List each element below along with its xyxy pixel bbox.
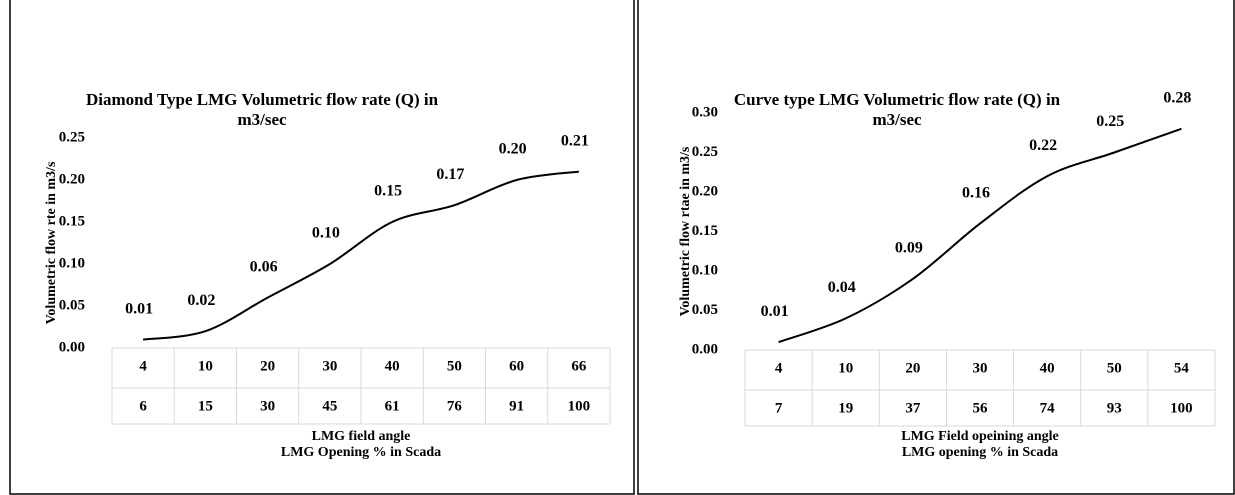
- data-label: 0.20: [499, 141, 527, 158]
- x-tick-label: 91: [509, 398, 524, 414]
- x-tick-label: 61: [385, 398, 400, 414]
- x-tick-label: 20: [905, 360, 920, 376]
- data-label: 0.01: [125, 300, 153, 317]
- chart-title: Diamond Type LMG Volumetric flow rate (Q…: [86, 90, 439, 109]
- y-tick-label: 0.15: [59, 213, 85, 229]
- data-label: 0.10: [312, 225, 340, 242]
- data-label: 0.28: [1163, 89, 1191, 106]
- y-axis-title: Volumetric flow rtae in m3/s: [678, 146, 693, 316]
- chart-title: Curve type LMG Volumetric flow rate (Q) …: [734, 90, 1061, 109]
- y-tick-label: 0.25: [59, 129, 85, 145]
- data-label: 0.02: [187, 292, 215, 309]
- data-label: 0.01: [761, 303, 789, 320]
- x-tick-label: 37: [905, 400, 921, 416]
- x-tick-label: 40: [385, 358, 400, 374]
- x-axis-title: LMG opening % in Scada: [902, 445, 1058, 460]
- y-tick-label: 0.10: [692, 262, 718, 278]
- x-axis-title: LMG Opening % in Scada: [281, 445, 441, 460]
- x-tick-label: 100: [1170, 400, 1193, 416]
- x-tick-label: 4: [775, 360, 783, 376]
- chart-title: m3/sec: [872, 110, 922, 129]
- y-tick-label: 0.00: [692, 341, 718, 357]
- x-tick-label: 93: [1107, 400, 1122, 416]
- data-label: 0.06: [250, 258, 278, 275]
- panel-border: [9, 0, 635, 495]
- y-tick-label: 0.00: [59, 339, 85, 355]
- x-axis-title: LMG field angle: [312, 429, 411, 444]
- x-tick-label: 50: [447, 358, 462, 374]
- data-label: 0.04: [828, 279, 856, 296]
- y-tick-label: 0.10: [59, 255, 85, 271]
- x-tick-label: 15: [198, 398, 213, 414]
- y-tick-label: 0.05: [692, 302, 718, 318]
- y-tick-label: 0.25: [692, 144, 718, 160]
- line: [142, 170, 580, 341]
- y-tick-label: 0.20: [692, 183, 718, 199]
- data-label: 0.15: [374, 183, 402, 200]
- data-label: 0.16: [962, 184, 990, 201]
- data-label: 0.25: [1096, 113, 1124, 130]
- x-tick-label: 76: [447, 398, 463, 414]
- y-tick-label: 0.05: [59, 297, 85, 313]
- x-tick-label: 7: [775, 400, 783, 416]
- chart-title: m3/sec: [237, 110, 287, 129]
- x-tick-label: 20: [260, 358, 275, 374]
- x-tick-label: 66: [571, 358, 587, 374]
- panel-border: [637, 0, 1235, 495]
- x-tick-label: 56: [973, 400, 989, 416]
- data-label: 0.21: [561, 132, 589, 149]
- x-tick-label: 30: [973, 360, 988, 376]
- y-tick-label: 0.15: [692, 223, 718, 239]
- x-tick-label: 100: [568, 398, 591, 414]
- x-tick-label: 6: [139, 398, 147, 414]
- x-tick-label: 30: [260, 398, 275, 414]
- x-tick-label: 74: [1040, 400, 1056, 416]
- x-tick-label: 54: [1174, 360, 1190, 376]
- y-tick-label: 0.30: [692, 104, 718, 120]
- x-axis-title: LMG Field opeining angle: [901, 429, 1059, 444]
- y-tick-label: 0.20: [59, 171, 85, 187]
- line: [778, 127, 1182, 344]
- y-axis-title: Volumetric flow rte in m3/s: [44, 161, 59, 324]
- x-tick-label: 4: [139, 358, 147, 374]
- x-tick-label: 10: [838, 360, 853, 376]
- x-tick-label: 10: [198, 358, 213, 374]
- x-tick-label: 60: [509, 358, 524, 374]
- data-label: 0.17: [436, 166, 464, 183]
- data-label: 0.09: [895, 240, 923, 257]
- x-tick-label: 19: [838, 400, 853, 416]
- data-label: 0.22: [1029, 137, 1057, 154]
- x-tick-label: 50: [1107, 360, 1122, 376]
- x-tick-label: 45: [322, 398, 337, 414]
- x-tick-label: 30: [322, 358, 337, 374]
- x-tick-label: 40: [1040, 360, 1055, 376]
